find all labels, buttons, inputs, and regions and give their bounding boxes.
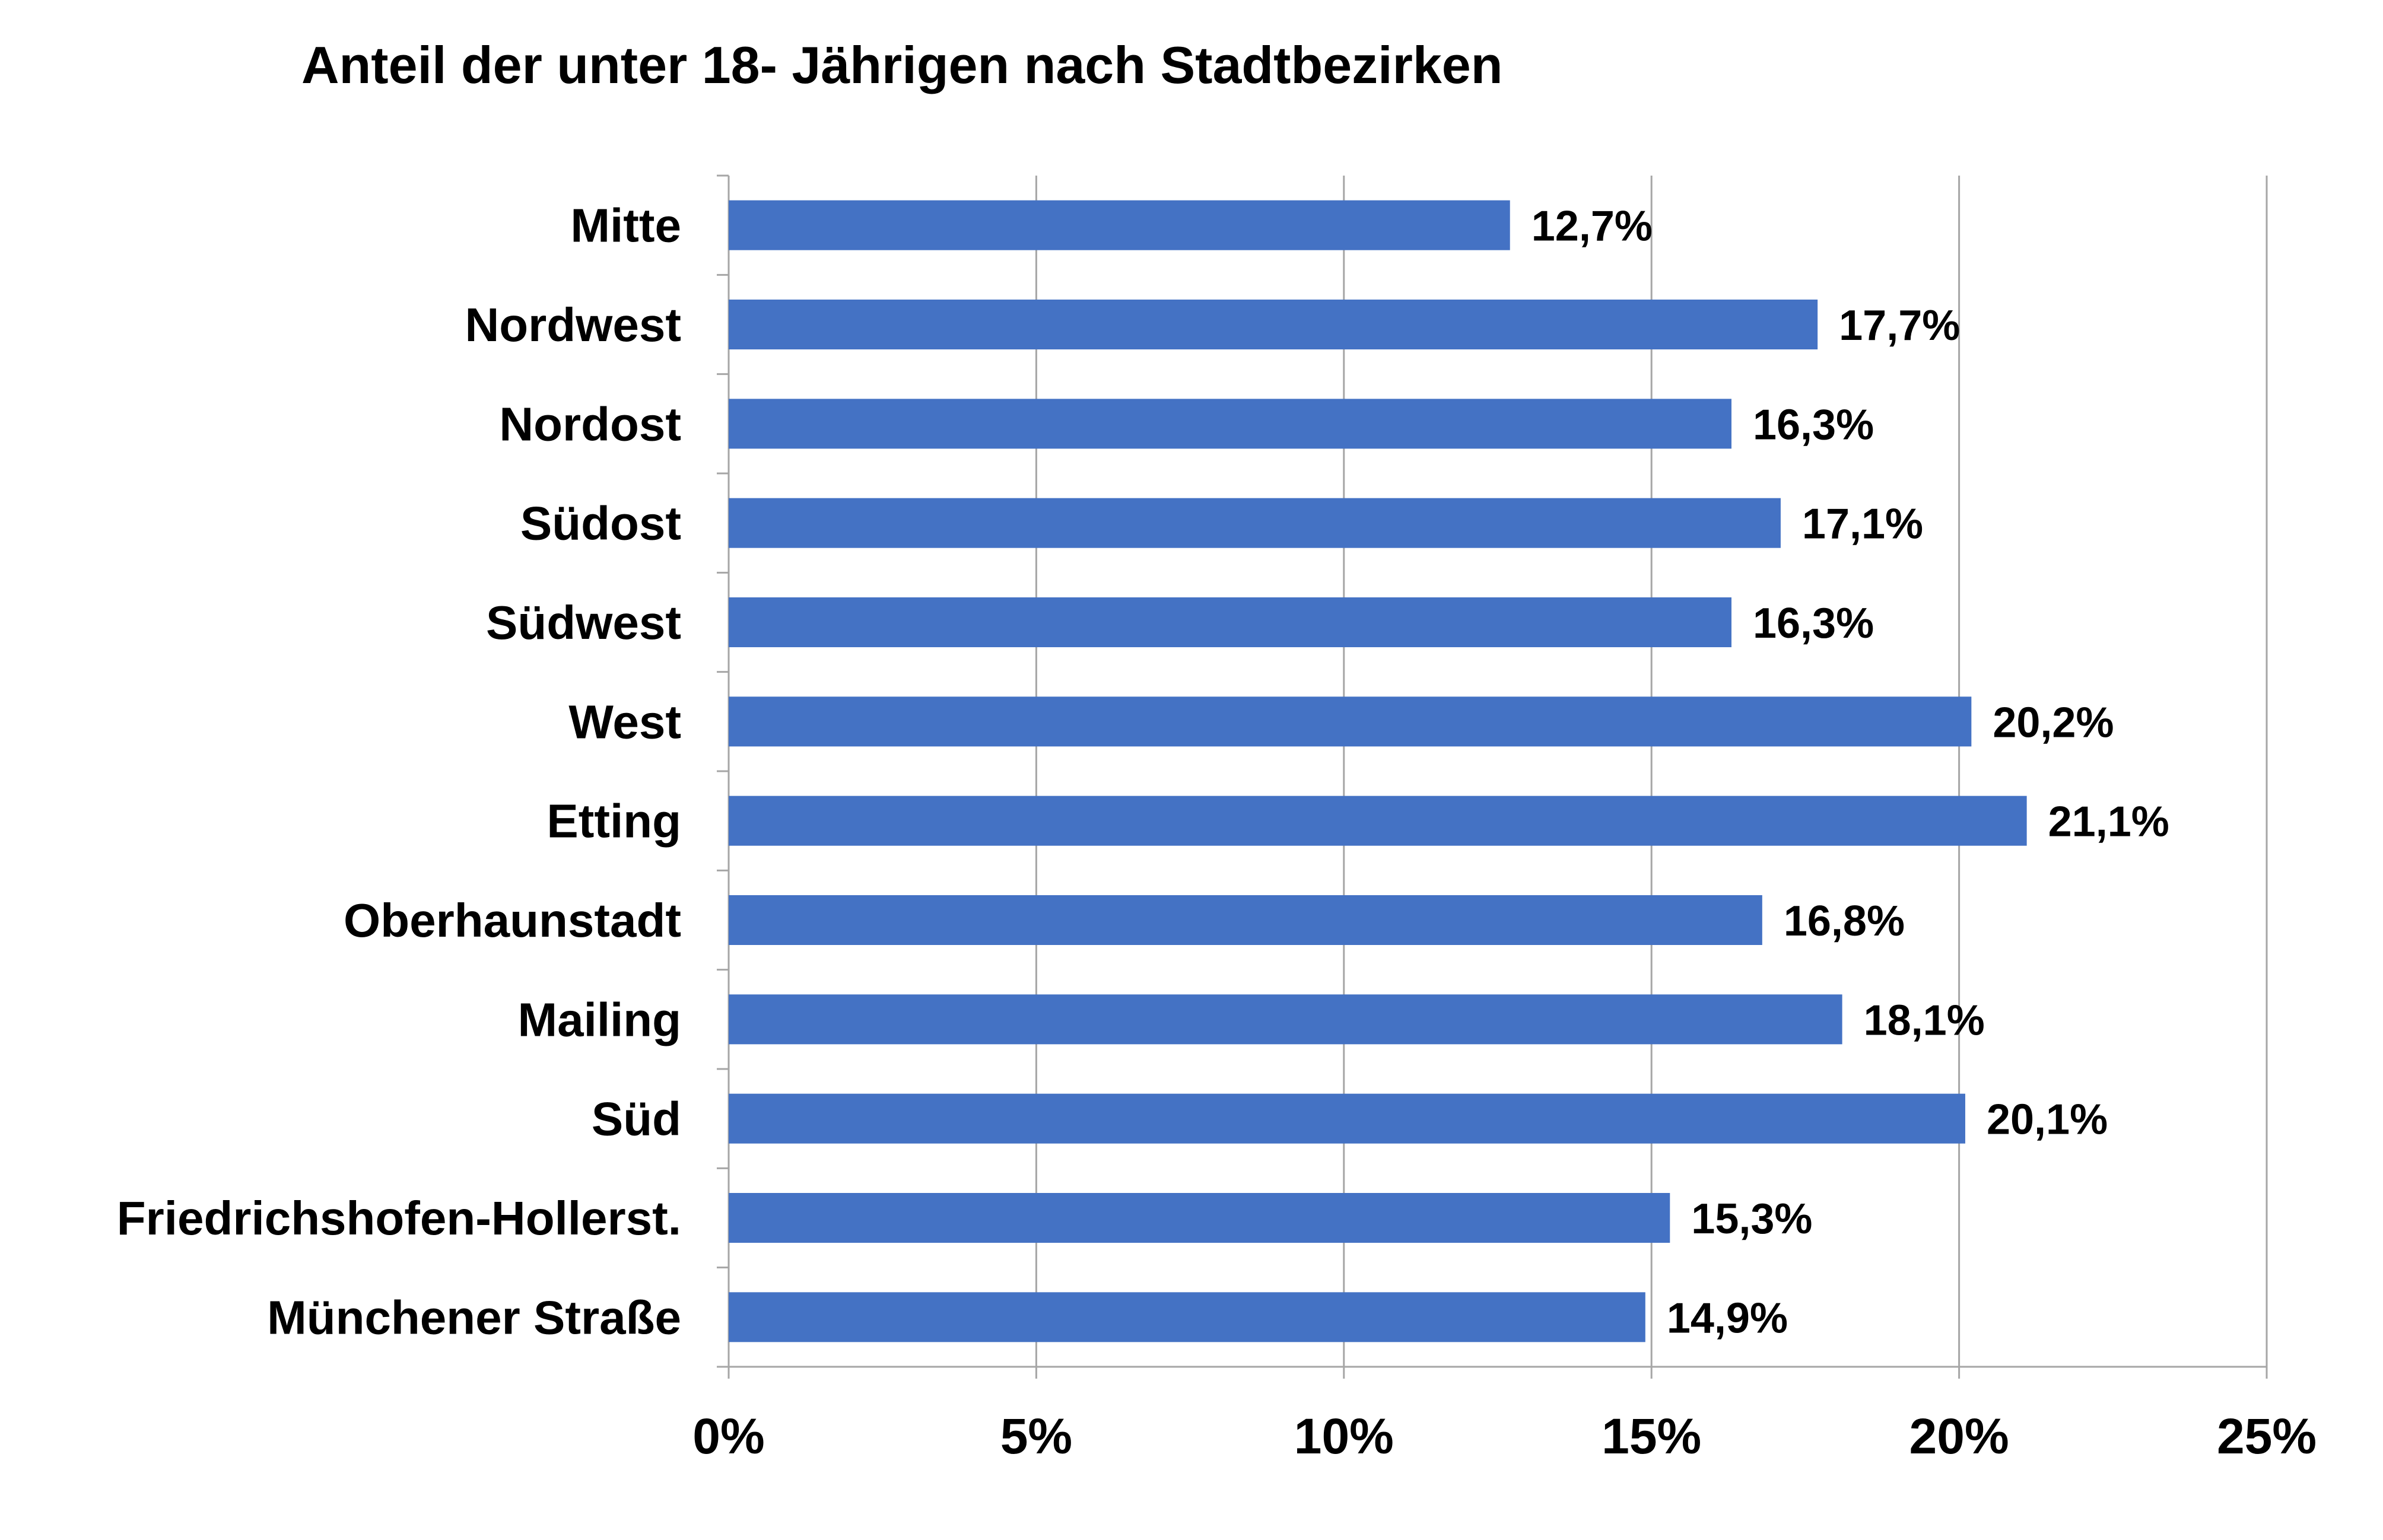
x-tick-label: 25% bbox=[2217, 1408, 2317, 1464]
bar bbox=[729, 1093, 1965, 1144]
category-label: Münchener Straße bbox=[267, 1291, 681, 1344]
category-label: Südwest bbox=[486, 596, 681, 649]
data-label: 15,3% bbox=[1691, 1195, 1812, 1243]
category-labels: Mitte Nordwest Nordost Südost Südwest West Ett… bbox=[117, 199, 681, 1344]
data-label: 16,3% bbox=[1753, 401, 1874, 448]
bar bbox=[729, 200, 1510, 250]
category-label: Nordwest bbox=[465, 298, 682, 351]
category-label: West bbox=[568, 695, 681, 748]
bar bbox=[729, 1193, 1670, 1243]
bar bbox=[729, 498, 1781, 548]
data-label: 20,2% bbox=[1993, 699, 2114, 746]
category-label: Oberhaunstadt bbox=[344, 894, 681, 947]
category-label: Südost bbox=[520, 497, 681, 550]
category-label: Mailing bbox=[517, 993, 681, 1046]
data-label: 14,9% bbox=[1667, 1294, 1788, 1342]
bar bbox=[729, 300, 1818, 349]
chart-title: Anteil der unter 18- Jährigen nach Stadt… bbox=[301, 36, 1502, 94]
bar bbox=[729, 796, 2027, 846]
category-label: Nordost bbox=[499, 397, 681, 450]
x-tick-label: 15% bbox=[1602, 1408, 1701, 1464]
x-tick-label: 0% bbox=[692, 1408, 764, 1464]
data-label: 17,1% bbox=[1802, 501, 1923, 548]
x-tick-label: 10% bbox=[1294, 1408, 1394, 1464]
bar bbox=[729, 1292, 1645, 1342]
data-label: 16,8% bbox=[1784, 898, 1905, 945]
bar bbox=[729, 895, 1762, 945]
category-label: Friedrichshofen-Hollerst. bbox=[117, 1192, 681, 1245]
x-tick-label: 20% bbox=[1909, 1408, 2009, 1464]
data-label: 20,1% bbox=[1987, 1096, 2108, 1144]
data-label: 16,3% bbox=[1753, 600, 1874, 647]
data-label: 12,7% bbox=[1532, 203, 1653, 250]
bars bbox=[729, 200, 2027, 1342]
category-label: Etting bbox=[546, 795, 681, 848]
data-label: 17,7% bbox=[1839, 302, 1960, 349]
bar bbox=[729, 696, 1972, 747]
x-axis-ticks: 0% 5% 10% 15% 20% 25% bbox=[692, 1408, 2317, 1464]
category-label: Süd bbox=[592, 1093, 681, 1146]
x-tick-label: 5% bbox=[1000, 1408, 1072, 1464]
bar bbox=[729, 597, 1731, 647]
data-label: 18,1% bbox=[1864, 997, 1985, 1044]
category-label: Mitte bbox=[570, 199, 681, 252]
value-labels: 12,7% 17,7% 16,3% 17,1% 16,3% 20,2% 21,1% 16,8%… bbox=[1532, 203, 2169, 1342]
data-label: 21,1% bbox=[2048, 798, 2169, 846]
bar bbox=[729, 399, 1731, 449]
gridlines bbox=[717, 174, 2268, 1379]
bar bbox=[729, 994, 1842, 1045]
